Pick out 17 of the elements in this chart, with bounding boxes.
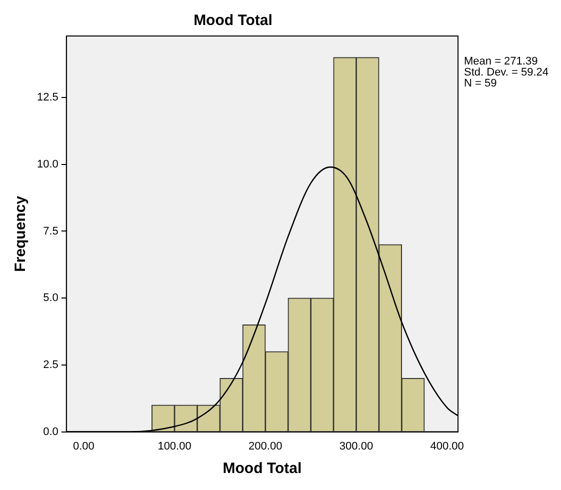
x-tick-label: 300.00: [339, 440, 374, 452]
y-tick-label: 5.0: [43, 292, 58, 304]
text: Mean = 271.39: [464, 56, 538, 68]
text: N = 59: [464, 78, 497, 90]
x-tick-label: 0.00: [72, 440, 94, 452]
x-tick-label: 200.00: [248, 440, 282, 452]
x-tick-label: 100.00: [158, 440, 192, 452]
x-axis-title: Mood Total: [222, 460, 302, 478]
y-tick-label: 10.0: [36, 158, 58, 170]
y-tick-label: 0.0: [43, 426, 58, 438]
x-tick-label: 400.00: [430, 440, 464, 452]
chart-title: Mood Total: [194, 12, 272, 30]
y-tick-label: 12.5: [36, 92, 58, 104]
y-axis-title: Frequency: [12, 195, 30, 272]
y-tick-label: 2.5: [43, 358, 58, 371]
text: Std. Dev. = 59.24: [464, 66, 548, 79]
y-tick-label: 7.5: [43, 225, 58, 238]
